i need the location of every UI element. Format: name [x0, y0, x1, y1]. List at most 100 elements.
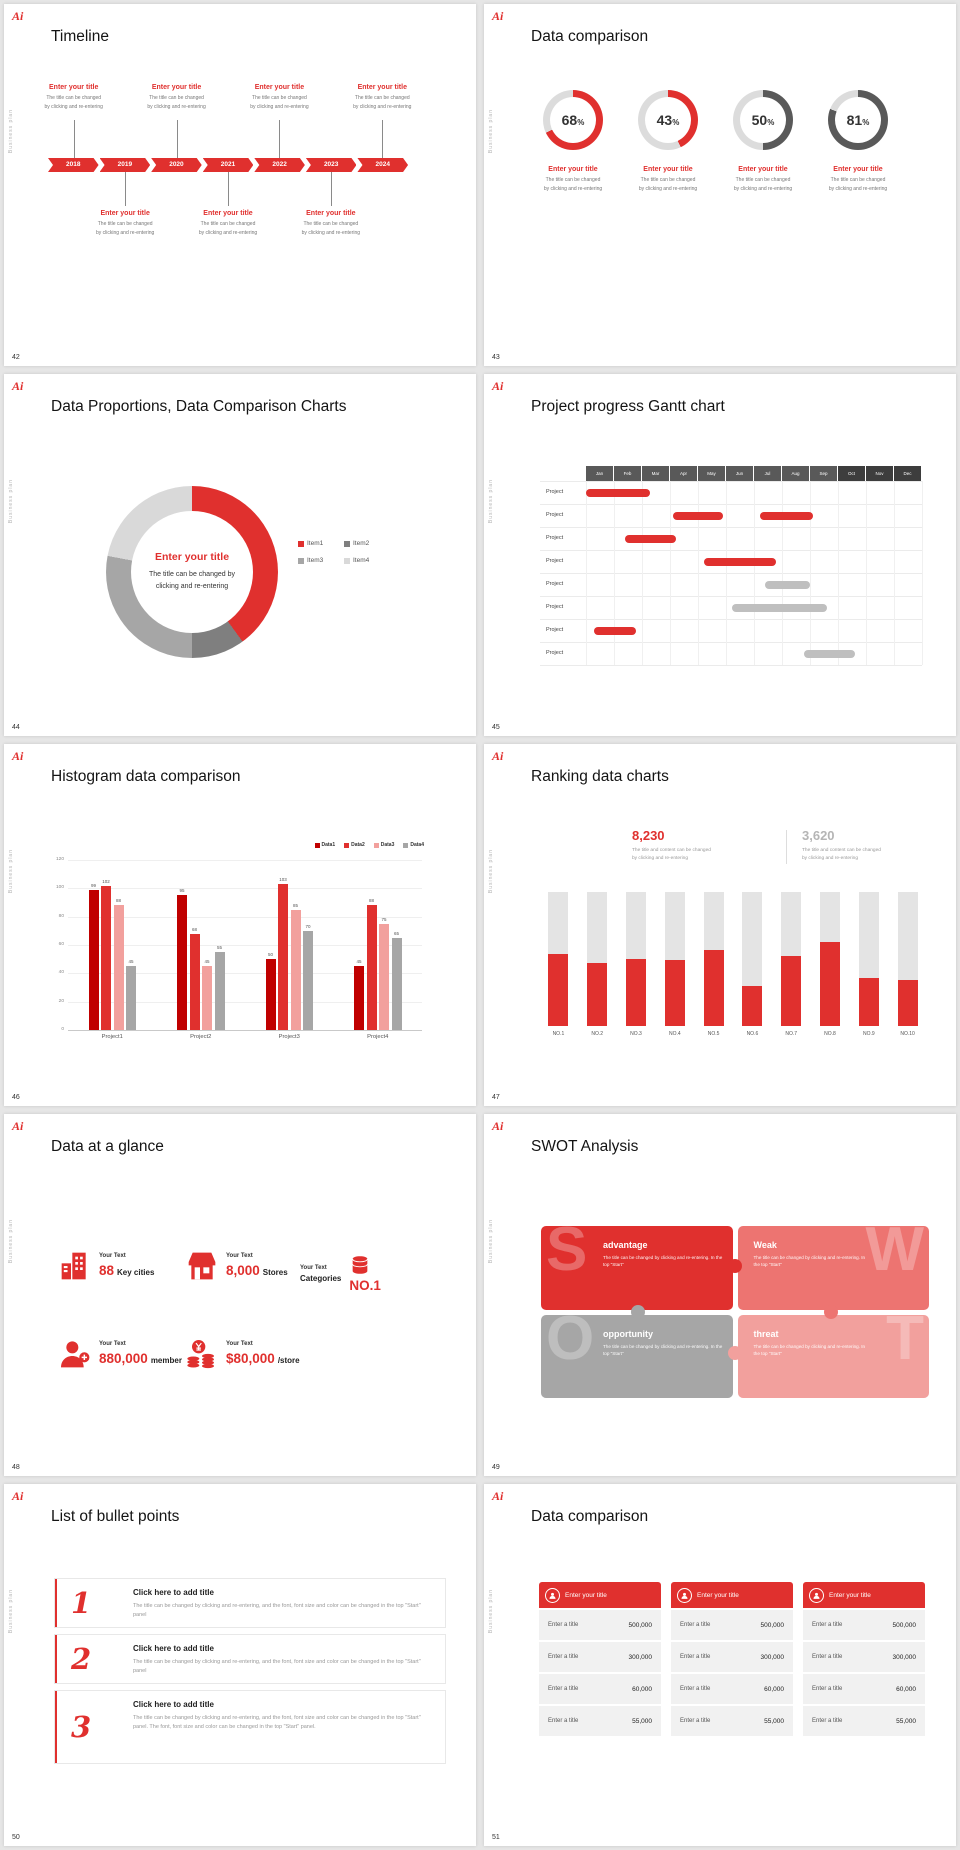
bar-Data1: [354, 966, 364, 1030]
gantt-month-Nov: Nov: [866, 466, 893, 481]
timeline-year-2022: 2022: [254, 158, 305, 172]
swot-letter: S: [546, 1226, 588, 1284]
slide-46-histogram[interactable]: Ai Business plan Histogram data comparis…: [4, 744, 476, 1106]
stat-text: The title and content can be changed: [802, 848, 881, 853]
legend-item: Item3: [298, 557, 338, 564]
x-category: NO.1: [552, 1031, 565, 1037]
legend-label: Item3: [307, 557, 324, 564]
grid-cell: Ai Business plan Histogram data comparis…: [0, 740, 480, 1110]
bar-Data3: [202, 966, 212, 1030]
bar-value: 68: [191, 926, 197, 932]
timeline-connector: [279, 120, 281, 158]
row-value: 55,000: [764, 1717, 784, 1725]
legend-label: Item2: [353, 540, 370, 547]
table-title: Enter your title: [697, 1591, 739, 1599]
bullet-title: Click here to add title: [133, 1644, 214, 1653]
row-value: 500,000: [892, 1621, 917, 1629]
bar-fill: [587, 963, 608, 1026]
stat-label: Your Text: [99, 1252, 126, 1259]
x-category: NO.3: [630, 1031, 642, 1037]
gantt-row-label: Project: [546, 558, 564, 564]
gantt-bar: [804, 649, 855, 658]
swot-quadrant-title: advantage: [603, 1240, 648, 1250]
donut-caption-title: Enter your title: [738, 166, 788, 173]
legend-item: Data1: [314, 842, 336, 848]
bar-fill: [664, 960, 685, 1026]
stat-texts: Your Text Categories: [300, 1265, 341, 1283]
brand-logo: Ai: [12, 9, 24, 23]
table-row: Enter a title 60,000: [671, 1674, 793, 1704]
slide-45-gantt[interactable]: Ai Business plan Project progress Gantt …: [484, 374, 956, 736]
bar-value: 85: [292, 902, 298, 908]
timeline-year-2020: 2020: [151, 158, 202, 172]
timeline-entry-title: Enter your title: [100, 210, 150, 217]
slide-content: Your Text 88 Key cities Your Text 8,000 Store…: [4, 1114, 476, 1476]
grid-cell: Ai Business plan Ranking data charts 8,2…: [480, 740, 960, 1110]
gantt-grid-line: [922, 481, 923, 665]
slide-48-data-at-a-glance[interactable]: Ai Business plan Data at a glance Your T…: [4, 1114, 476, 1476]
legend-label: Data1: [321, 842, 336, 848]
bullet-item: 2 Click here to add title The title can be…: [54, 1634, 446, 1684]
donut-item: 50% Enter your title The title can be chan…: [719, 90, 807, 193]
bullet-text: The title can be changed by clicking and…: [133, 1659, 421, 1675]
slide-50-bullet-points[interactable]: Ai Business plan List of bullet points 1…: [4, 1484, 476, 1846]
slide-51-data-comparison-tables[interactable]: Ai Business plan Data comparison Enter y…: [484, 1484, 956, 1846]
stat-value-row: 8,000 Stores: [226, 1262, 288, 1280]
slide-title: SWOT Analysis: [531, 1138, 639, 1155]
swot-letter: W: [865, 1226, 924, 1284]
slide-number: 44: [12, 724, 20, 731]
row-label: Enter a title: [812, 1622, 843, 1628]
bar-value: 88: [115, 898, 121, 904]
bar-fill: [897, 980, 918, 1026]
x-category: Project3: [278, 1034, 300, 1040]
donut-item: 68% Enter your title The title can be chan…: [529, 90, 617, 193]
slide-47-ranking[interactable]: Ai Business plan Ranking data charts 8,2…: [484, 744, 956, 1106]
person-icon: [677, 1587, 692, 1603]
puzzle-knob: [728, 1259, 742, 1273]
timeline-entry-text: by clicking and re-entering: [147, 103, 206, 110]
slide-44-data-proportions[interactable]: Ai Business plan Data Proportions, Data …: [4, 374, 476, 736]
gantt-row-line: [540, 527, 922, 528]
x-category: NO.10: [900, 1031, 915, 1037]
bar-fill: [548, 953, 569, 1026]
row-label: Enter a title: [680, 1686, 711, 1692]
table-row: Enter a title 500,000: [671, 1610, 793, 1640]
gantt-month-Apr: Apr: [670, 466, 697, 481]
slide-title: List of bullet points: [51, 1508, 180, 1525]
bar-Data3: [113, 905, 124, 1030]
gridline: [68, 1001, 422, 1003]
bar-Data4: [391, 937, 402, 1030]
legend-label: Item1: [307, 540, 324, 547]
legend-item: Item4: [344, 557, 384, 564]
grid-cell: Ai Business plan Data comparison Enter y…: [480, 1480, 960, 1850]
gantt-bar: [765, 580, 810, 589]
gridline: [68, 973, 422, 975]
stat-unit: Key cities: [117, 1267, 155, 1277]
brand-logo: Ai: [492, 749, 504, 763]
timeline-year-2019: 2019: [100, 158, 151, 172]
gantt-row-line: [540, 550, 922, 551]
bar-value: 95: [179, 888, 185, 894]
legend-label: Item4: [353, 557, 370, 564]
puzzle-knob: [824, 1305, 838, 1319]
swot-quadrant-text: The title can be changed by clicking and…: [603, 1343, 723, 1356]
bullet-title: Click here to add title: [133, 1700, 214, 1709]
stat-block: Your Text $80,000/store: [186, 1338, 300, 1370]
donut-hole: [740, 97, 786, 143]
slide-43-data-comparison[interactable]: Ai Business plan Data comparison 68% Ente…: [484, 4, 956, 366]
bar-value: 75: [381, 916, 387, 922]
bullet-number: 2: [71, 1642, 92, 1676]
gridline: [68, 888, 422, 890]
bar-value: 65: [393, 930, 399, 936]
legend-item: Data2: [344, 842, 365, 848]
timeline-entry-title: Enter your title: [203, 210, 253, 217]
y-tick-label: 80: [58, 913, 64, 919]
data-table: Enter your title Enter a title 500,000 Ente…: [671, 1582, 793, 1736]
brand-logo: Ai: [12, 749, 24, 763]
slide-42-timeline[interactable]: Ai Business plan Timeline 2018 2019 2020 20…: [4, 4, 476, 366]
gantt-grid-line: [894, 481, 895, 665]
swot-weak: W Weak The title can be changed by clickin…: [737, 1226, 929, 1310]
donut-hole: [835, 97, 881, 143]
donut-percent: 81%: [828, 90, 888, 150]
